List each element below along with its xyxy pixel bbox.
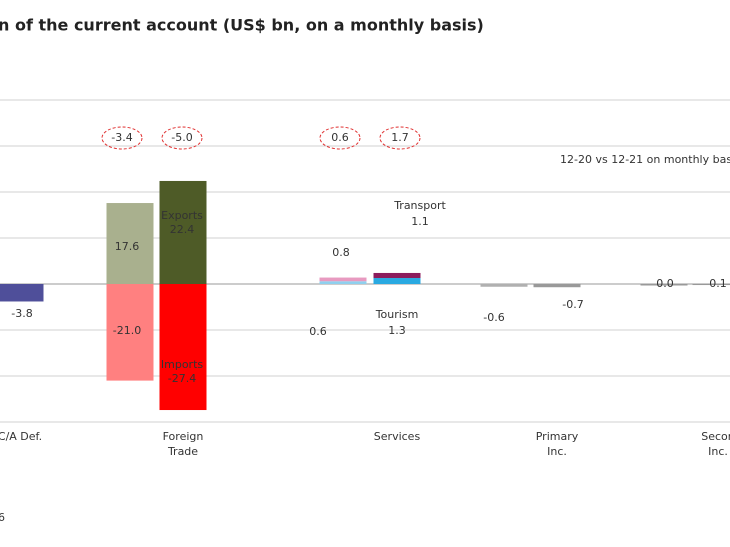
bar-segment [640, 284, 688, 286]
bar-segment [373, 278, 421, 284]
value-label: -0.7 [562, 298, 583, 311]
bar-segment [480, 284, 528, 287]
change-label: 0.6 [331, 131, 349, 144]
x-tick-label: Services [374, 430, 421, 443]
value-label: 22.4 [170, 223, 195, 236]
value-label: -21.0 [113, 324, 141, 337]
chart-title: n of the current account (US$ bn, on a m… [0, 16, 484, 35]
x-tick-label: Secon [701, 430, 730, 443]
change-label: -3.4 [111, 131, 132, 144]
x-tick-label: Inc. [708, 445, 728, 458]
value-label: -27.4 [168, 372, 196, 385]
change-circle [379, 126, 421, 150]
bar-segment [319, 281, 367, 284]
segment-label: Exports [161, 209, 203, 222]
bar-segment [106, 284, 154, 381]
change-label: 1.7 [391, 131, 409, 144]
bar-segment [373, 272, 421, 279]
x-tick-label: Trade [167, 445, 198, 458]
value-label: 0.1 [709, 277, 727, 290]
x-tick-label: C/A Def. [0, 430, 42, 443]
x-tick-label: Primary [536, 430, 579, 443]
change-circle [319, 126, 361, 150]
value-label: -3.8 [11, 307, 32, 320]
value-label: 0.6 [309, 325, 327, 338]
value-label: 1.3 [388, 324, 406, 337]
bar-segment [159, 284, 207, 411]
value-label: 1.1 [411, 215, 429, 228]
source: 6 [0, 511, 5, 524]
value-label: -0.6 [483, 311, 504, 324]
change-circle [161, 126, 203, 150]
bar-segment [692, 283, 730, 286]
x-tick-label: Foreign [163, 430, 204, 443]
bar-segment [106, 203, 154, 284]
bar-segment [533, 284, 581, 288]
bar-segment [0, 284, 44, 302]
bar-segment [319, 277, 367, 282]
note: 12-20 vs 12-21 on monthly basi [560, 153, 730, 166]
change-label: -5.0 [171, 131, 192, 144]
segment-label: Transport [393, 199, 446, 212]
value-label: 17.6 [115, 240, 140, 253]
value-label: 0.8 [332, 246, 350, 259]
change-circle [101, 126, 143, 150]
segment-label: Tourism [375, 308, 419, 321]
bar-segment [159, 180, 207, 284]
value-label: 0.0 [656, 277, 674, 290]
segment-label: Imports [161, 358, 204, 371]
x-tick-label: Inc. [547, 445, 567, 458]
